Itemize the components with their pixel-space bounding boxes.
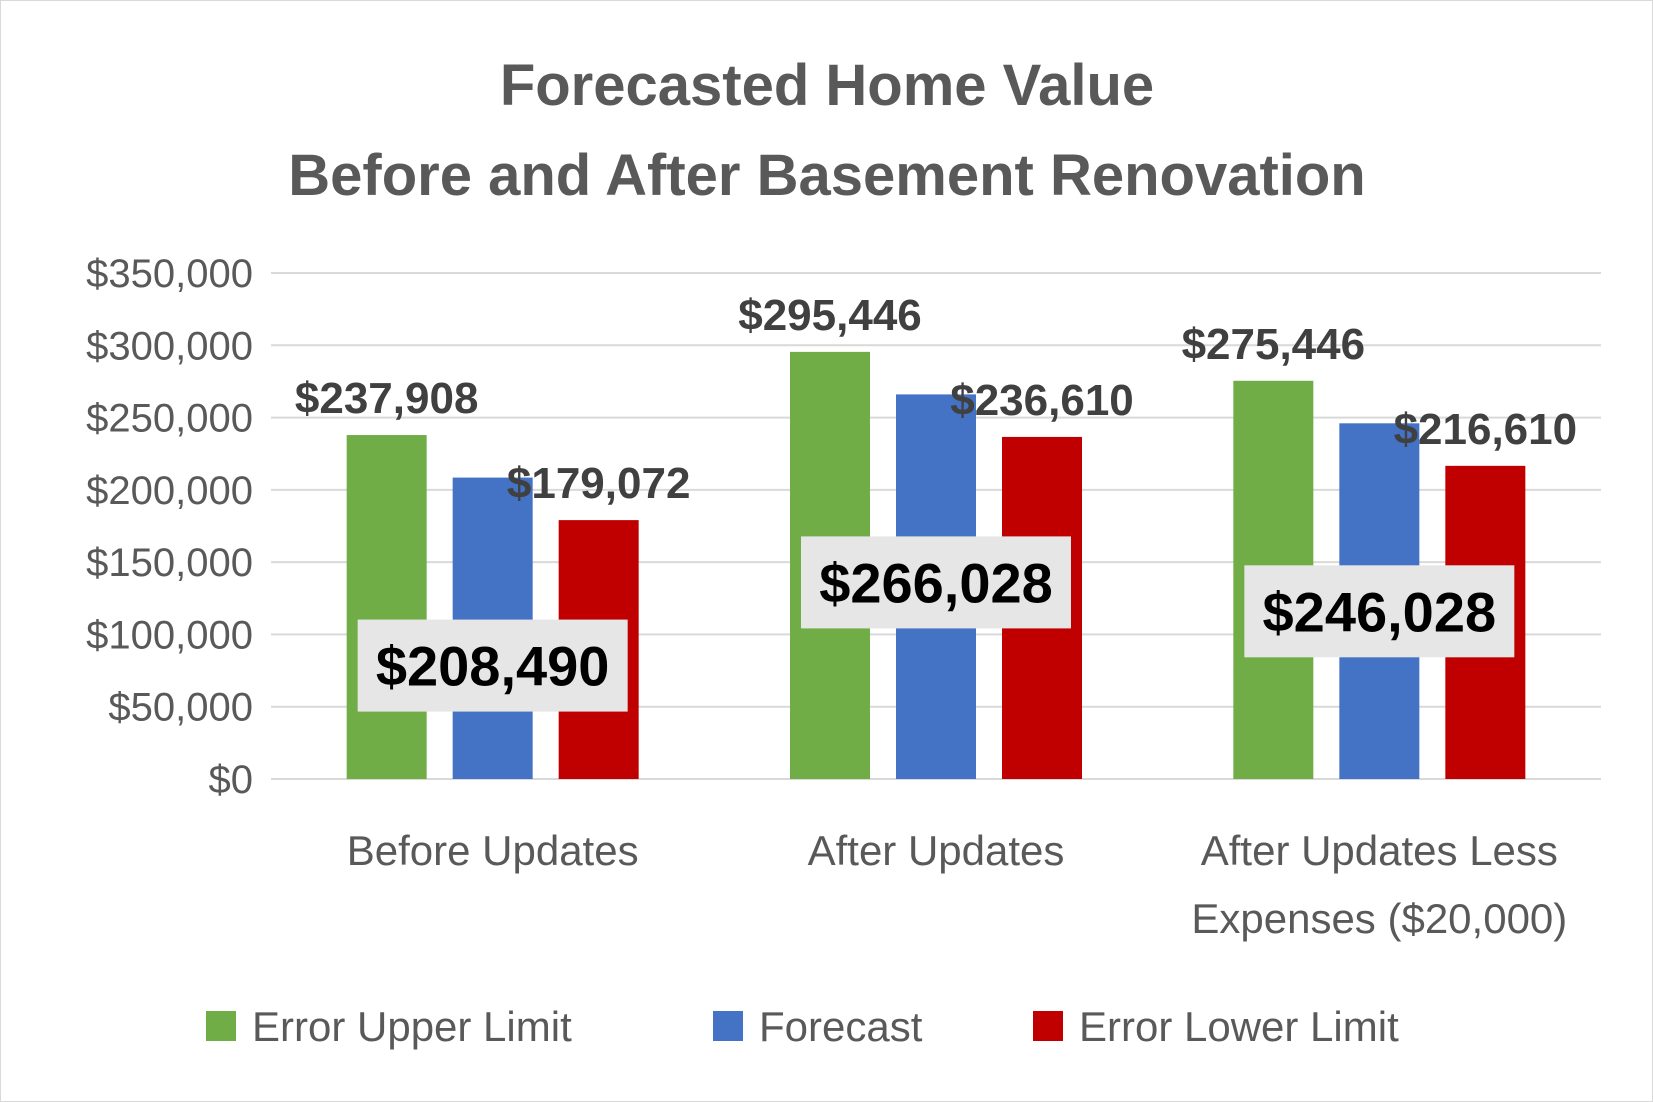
legend-swatch [713,1011,743,1041]
x-tick-label: After Updates Less [1201,827,1558,874]
forecast-label-box [801,536,1071,629]
legend-label: Error Upper Limit [252,1003,572,1050]
y-tick-label: $300,000 [86,324,253,368]
data-label-lower: $216,610 [1394,405,1578,454]
data-label-lower: $236,610 [950,376,1134,425]
y-tick-label: $350,000 [86,252,253,296]
x-tick-label: Expenses ($20,000) [1191,895,1567,942]
forecast-label-box [357,619,628,712]
legend-label: Error Lower Limit [1079,1003,1399,1050]
y-tick-label: $100,000 [86,613,253,657]
data-labels: $237,908 $179,072 $208,490 $295,446 $236,610… [295,291,1577,712]
y-tick-label: $200,000 [86,469,253,513]
y-tick-label: $250,000 [86,397,253,441]
x-tick-label: After Updates [808,827,1065,874]
y-tick-label: $0 [209,758,254,802]
legend-swatch [1033,1011,1063,1041]
data-label-upper: $295,446 [738,291,922,340]
chart-title: Forecasted Home Value Before and After Ba… [288,53,1366,208]
legend-label: Forecast [759,1003,923,1050]
data-label-upper: $237,908 [295,374,479,423]
y-axis-ticks: $0 $50,000 $100,000 $150,000 $200,000 $250,00… [86,252,253,802]
y-tick-label: $50,000 [108,686,253,730]
bar-error-upper-limit [346,435,427,779]
data-label-lower: $179,072 [507,459,691,508]
legend-swatch [206,1011,236,1041]
legend: Error Upper Limit Forecast Error Lower Lim… [206,1003,1399,1050]
forecast-label-box [1244,565,1515,658]
x-axis-ticks: Before Updates After Updates After Updates… [347,827,1568,942]
chart-title-line-2: Before and After Basement Renovation [288,143,1366,208]
data-label-forecast: $266,028 [819,551,1053,614]
y-tick-label: $150,000 [86,541,253,585]
data-label-forecast: $208,490 [376,635,610,698]
data-label-forecast: $246,028 [1263,580,1497,643]
data-label-upper: $275,446 [1182,320,1366,369]
chart-title-line-1: Forecasted Home Value [500,53,1154,118]
x-tick-label: Before Updates [347,827,639,874]
